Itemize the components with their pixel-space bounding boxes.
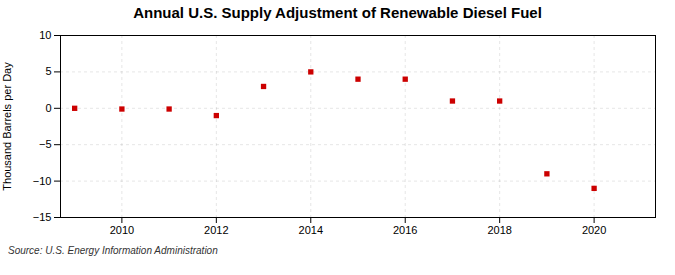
svg-text:0: 0 [45,102,51,114]
html-text:Source: U.S. Energy Informatio: Source: U.S. Energy Information Administ… [8,245,218,256]
svg-text:−15: −15 [33,211,52,223]
svg-text:10: 10 [39,29,51,41]
svg-text:2014: 2014 [299,224,323,236]
svg-text:2010: 2010 [110,224,134,236]
svg-text:−5: −5 [39,138,52,150]
svg-text:2012: 2012 [204,224,228,236]
svg-text:−10: −10 [33,175,52,187]
svg-text:5: 5 [45,65,51,77]
svg-text:2018: 2018 [487,224,511,236]
svg-text:2016: 2016 [393,224,417,236]
html-text:Annual U.S. Supply Adjustment: Annual U.S. Supply Adjustment of Renewab… [133,4,542,21]
svg-text:Thousand Barrels per Day: Thousand Barrels per Day [1,62,13,191]
svg-text:2020: 2020 [582,224,606,236]
